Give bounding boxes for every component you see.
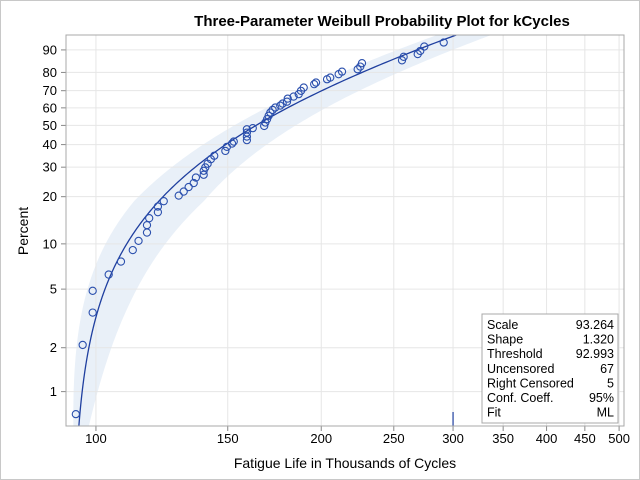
fitted-weibull-line [78,35,457,426]
data-point [399,52,408,61]
x-tick-label: 400 [536,431,558,446]
data-point [78,340,87,350]
data-point [184,182,193,192]
confidence-band-layer [73,35,492,426]
data-point [71,409,80,419]
inset-value: 1.320 [583,333,614,347]
data-point [326,73,335,82]
data-point [289,92,298,101]
data-point [221,146,230,156]
inset-label: Fit [487,406,501,420]
inset-value: 5 [607,376,614,390]
data-point [174,191,183,200]
x-tick-label: 100 [85,431,107,446]
y-tick-label: 60 [43,100,57,115]
data-point [104,270,113,279]
data-point [278,99,287,108]
y-tick-label: 1 [50,384,57,399]
data-point [282,97,292,106]
data-point [210,151,219,160]
data-point [153,208,163,217]
y-axis-label: Percent [15,207,31,255]
data-point [153,202,163,211]
inset-value: 93.264 [576,318,614,332]
data-point [189,178,198,188]
y-tick-label: 2 [50,340,57,355]
data-point [311,78,321,87]
inset-value: 67 [600,362,614,376]
data-point [242,128,252,137]
inset-value: 95% [589,391,614,405]
x-tick-label: 450 [574,431,596,446]
y-tick-label: 70 [43,83,57,98]
inset-value: 92.993 [576,347,614,361]
y-tick-label: 50 [43,118,57,133]
x-axis-label: Fatigue Life in Thousands of Cycles [234,455,456,471]
y-tick-label: 30 [43,160,57,175]
grid-layer [66,35,624,426]
data-point [337,67,347,76]
data-point [310,80,319,89]
x-tick-label: 500 [608,431,630,446]
data-point [116,257,126,266]
x-tick-label: 300 [442,431,464,446]
data-point [88,308,97,317]
inset-label: Right Censored [487,376,574,390]
y-tick-label: 40 [43,137,57,152]
data-point [276,101,285,110]
data-point [227,139,237,148]
x-tick-label: 250 [383,431,405,446]
fit-line-layer [78,35,457,426]
data-point [283,94,292,103]
data-point [439,38,448,47]
y-tick-label: 20 [43,189,57,204]
inset-label: Threshold [487,347,543,361]
data-points-layer [71,38,454,426]
y-tick-label: 10 [43,236,57,251]
data-point [229,137,238,146]
data-point [299,83,308,92]
inset-value: ML [597,406,614,420]
data-point [128,245,137,255]
inset-table: Scale 93.264 Shape 1.320 Threshold 92.993 Unce… [481,313,619,424]
data-point [266,108,275,117]
inset-label: Shape [487,333,523,347]
data-point [145,214,154,223]
data-point [260,121,269,131]
confidence-band [73,35,492,426]
data-point [353,65,362,74]
data-point [271,103,280,112]
x-tick-label: 150 [217,431,239,446]
data-point [420,42,429,51]
data-point [134,236,143,246]
data-point [159,197,168,206]
inset-label: Uncensored [487,362,554,376]
x-tick-label: 200 [310,431,332,446]
y-tick-label: 90 [43,42,57,57]
inset-table-box [481,313,619,424]
y-tick-label: 80 [43,65,57,80]
inset-label: Conf. Coeff. [487,391,553,405]
chart-title: Three-Parameter Weibull Probability Plot… [194,13,570,30]
plot-frame [65,34,625,427]
data-point [248,123,257,133]
x-tick-label: 350 [492,431,514,446]
data-point [88,286,97,295]
axes-layer: 100 150 200 250 300 350 400 450 500 1 2 5 10 20 30 40 50… [43,42,630,446]
data-point [242,125,252,134]
inset-label: Scale [487,318,518,332]
data-point [268,105,277,115]
data-point [357,59,367,68]
y-tick-label: 5 [50,282,57,297]
data-point [179,187,188,196]
data-point [191,173,201,182]
